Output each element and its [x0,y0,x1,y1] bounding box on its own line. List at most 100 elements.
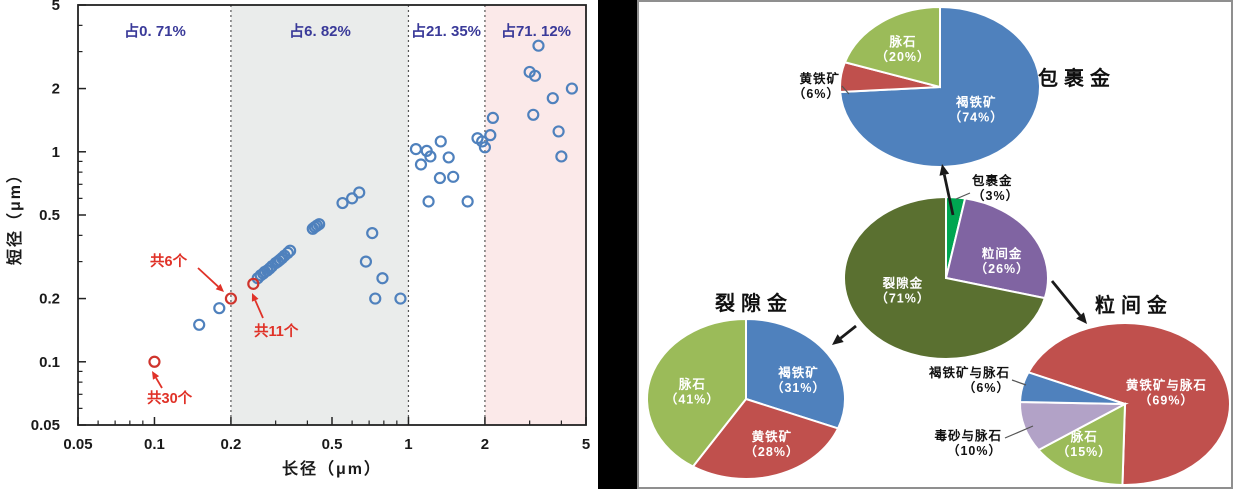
scatter-point [555,150,568,163]
callout-label: （3%） [972,188,1019,203]
slice-pct-label: （71%） [875,290,930,305]
annotation-arrow-shaft [155,377,163,389]
annotation-count-30: 共30个 [147,390,193,407]
pie-connector-arrow-shaft [1050,280,1082,317]
x-axis-title: 长径（μm） [282,459,382,478]
scatter-point [461,195,474,208]
scatter-point [376,272,389,285]
x-tick-label: 2 [481,436,489,453]
y-tick-label: 0.5 [39,207,60,224]
scatter-point [284,244,297,257]
pie-slice [1018,371,1126,405]
pie-title-lijianjin: 粒间金 [1095,293,1173,317]
scatter-point [148,355,161,368]
section-label-3: 占21. 35% [411,22,481,40]
pie-slice [1026,322,1231,486]
slice-pct-label: （31%） [771,380,826,395]
scatter-point [366,226,379,240]
scatter-point [422,195,435,208]
y-tick-label: 0.1 [39,354,60,371]
callout-label: （6%） [963,380,1010,395]
section-bg-4 [484,5,586,425]
scatter-point [359,255,373,268]
callout-leader-line [1004,425,1034,439]
scatter-panel: 0.05 0.05 0.1 0.1 0.2 0.2 0.5 0.5 1 1 2 2 5 5 占0. 71%… [0,0,598,489]
annotation-count-11: 共11个 [254,323,299,340]
y-axis-title: 短径（μm） [5,165,24,265]
scatter-point [565,82,578,95]
pie-connector-arrow-head [1076,312,1087,324]
x-tick-label: 1 [404,436,412,453]
pie-connector-arrow-shaft [942,174,955,216]
slice-pct-label: （69%） [1139,392,1194,407]
slice-name-label: 褐铁矿 [955,95,997,110]
pie-connector-arrow-head [832,334,844,345]
callout-label: 包裹金 [971,173,1013,188]
section-label-4: 占71. 12% [501,22,571,40]
section-bg-1 [78,5,231,425]
pie-slice [691,397,840,480]
annotation-arrow-shaft [254,299,264,319]
slice-name-label: 裂隙金 [882,275,924,290]
callout-label: （6%） [793,86,840,101]
scatter-point [486,111,500,124]
x-tick-label: 5 [582,436,590,453]
section-label-1: 占0. 71% [124,22,186,40]
annotation-count-6: 共6个 [150,253,188,270]
scatter-point [424,150,437,163]
section-bg-3 [408,5,485,425]
callout-label: （10%） [947,443,1002,458]
slice-name-label: 黄铁矿与脉石 [1126,377,1207,392]
scatter-shapes: 0.050.05 0.1 0.1 0.2 0.2 0.5 0.5 1 1 2 2 5 5 [31,0,590,453]
scatter-point [528,69,542,82]
pie-slice [646,317,747,468]
scatter-point [346,192,359,205]
pie-title-baoguojin: 包裹金 [1038,66,1116,90]
y-tick-label: 1 [52,144,60,161]
slice-pct-label: （28%） [744,444,799,459]
slice-name-label: 褐铁矿 [777,365,819,380]
scatter-point [433,171,447,185]
scatter-point [313,218,326,231]
scatter-background-sections [78,5,586,425]
slice-pct-label: （41%） [665,391,720,406]
scatter-point [546,92,559,105]
y-tick-label: 0.2 [39,291,60,308]
slice-name-label: 粒间金 [982,246,1023,261]
callout-label: 褐铁矿与脉石 [928,365,1010,380]
section-bg-2 [230,5,409,425]
x-tick-label: 0.05 [63,436,92,453]
annotation-arrow-head [251,293,259,302]
section-label-2: 占6. 82% [289,22,351,40]
pie-shapes: 褐铁矿（74%）脉石（20%）黄铁矿（6%）粒间金（26%）裂隙金（71%）包裹… [646,5,1231,486]
scatter-point [442,151,455,164]
scatter-point [484,129,497,142]
slice-pct-label: （74%） [949,110,1004,125]
pie-slice [745,317,846,430]
scatter-point [476,135,489,148]
callout-label: 毒砂与脉石 [934,428,1002,443]
pie-slice [944,197,1049,300]
scatter-point [414,158,428,171]
slice-name-label: 脉石 [1070,429,1098,444]
y-tick-label: 0.05 [31,417,60,434]
annotation-arrow-head [215,283,224,292]
scatter-point [434,135,447,148]
annotation-arrow-head [152,371,160,380]
scatter-point [353,186,366,199]
callout-leader-line [1011,379,1027,386]
pie-slice [843,195,1047,360]
pie-connector-arrow-shaft [839,324,857,340]
slice-name-label: 脉石 [889,34,917,49]
pie-charts: 褐铁矿（74%）脉石（20%）黄铁矿（6%）粒间金（26%）裂隙金（71%）包裹… [646,5,1231,486]
pie-slice [1036,402,1127,486]
slice-name-label: 黄铁矿 [752,429,793,444]
scatter-point [394,292,407,305]
scatter-point [213,302,226,315]
scatter-point [224,292,238,305]
annotation-arrow-shaft [197,267,219,288]
scatter-point [527,108,540,121]
slice-name-label: 脉石 [678,376,706,391]
pie-connector-arrow-head [939,164,950,176]
